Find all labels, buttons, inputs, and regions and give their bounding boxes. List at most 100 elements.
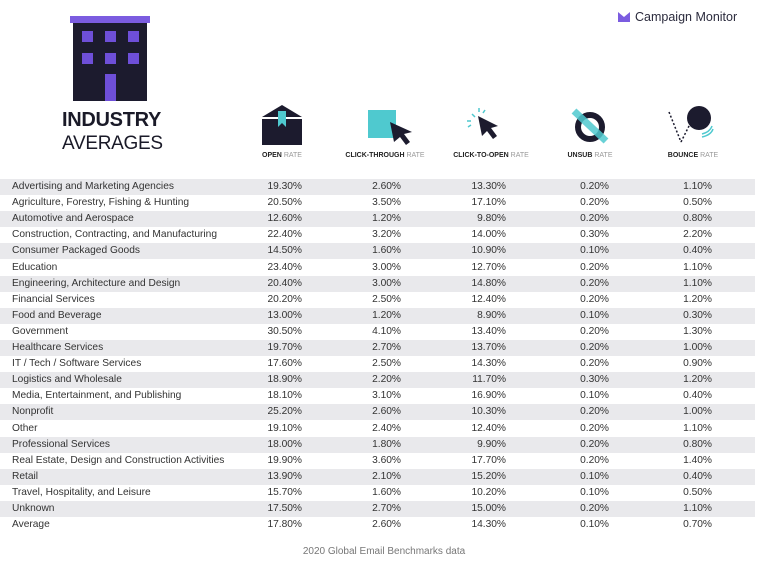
industry-name: Agriculture, Forestry, Fishing & Hunting: [12, 197, 190, 209]
column-header-click-through-rate: CLICK-THROUGH RATE: [345, 152, 424, 159]
table-row: Government 30.50% 4.10% 13.40% 0.20% 1.30%: [0, 324, 755, 340]
click-through-rate-value: 3.60%: [372, 454, 401, 466]
unsub-rate-value: 0.10%: [580, 519, 609, 531]
table-row: Construction, Contracting, and Manufactu…: [0, 227, 755, 243]
unsub-rate-value: 0.20%: [580, 358, 609, 370]
unsub-rate-value: 0.20%: [580, 277, 609, 289]
open-rate-value: 13.90%: [267, 470, 302, 482]
table-row: Professional Services 18.00% 1.80% 9.90% 0.2…: [0, 436, 755, 453]
click-to-open-rate-value: 17.10%: [471, 197, 506, 209]
click-to-open-rate-value: 13.40%: [471, 325, 506, 337]
unsub-rate-value: 0.10%: [580, 309, 609, 321]
industry-name: Real Estate, Design and Construction Act…: [12, 454, 225, 466]
column-header-bounce-rate: BOUNCE RATE: [668, 152, 718, 159]
click-through-rate-value: 3.10%: [372, 390, 401, 402]
bounce-rate-value: 0.80%: [683, 438, 712, 450]
click-to-open-rate-value: 12.40%: [471, 422, 506, 434]
table-row: Travel, Hospitality, and Leisure 15.70% 1.…: [0, 485, 755, 501]
click-to-open-rate-value: 15.20%: [471, 470, 506, 482]
open-rate-value: 19.70%: [267, 342, 302, 353]
bounce-rate-value: 1.00%: [683, 406, 712, 418]
industry-name: Nonprofit: [12, 406, 54, 418]
page-title-line2: AVERAGES: [62, 133, 163, 154]
click-to-open-rate-value: 9.80%: [477, 213, 506, 225]
unsub-rate-value: 0.20%: [580, 454, 609, 466]
open-rate-value: 19.10%: [267, 422, 302, 434]
bounce-rate-value: 1.10%: [683, 261, 712, 273]
click-through-rate-value: 1.60%: [372, 245, 401, 257]
click-to-open-rate-value: 14.30%: [471, 519, 506, 531]
table-row: Real Estate, Design and Construction Act…: [0, 453, 755, 469]
open-rate-value: 15.70%: [267, 486, 302, 498]
click-to-open-rate-value: 16.90%: [471, 390, 506, 402]
unsub-rate-value: 0.10%: [580, 245, 609, 257]
table-row: Healthcare Services 19.70% 2.70% 13.70% 0.20…: [0, 340, 755, 357]
open-rate-value: 30.50%: [267, 325, 302, 337]
bounce-rate-value: 1.20%: [683, 293, 712, 305]
unsub-rate-value: 0.20%: [580, 438, 609, 450]
click-to-open-rate-value: 14.80%: [471, 277, 506, 289]
open-rate-value: 20.20%: [267, 293, 302, 305]
table-row: Agriculture, Forestry, Fishing & Hunting…: [0, 195, 755, 211]
table-row: Education 23.40% 3.00% 12.70% 0.20% 1.10%: [0, 260, 755, 276]
open-rate-value: 18.10%: [267, 390, 302, 402]
unsub-rate-value: 0.30%: [580, 229, 609, 241]
bounce-rate-value: 1.10%: [683, 422, 712, 434]
brand-name: Campaign Monitor: [635, 10, 738, 24]
unsubscribe-icon: [571, 108, 609, 144]
click-through-rate-value: 1.80%: [372, 438, 401, 450]
table-row: Automotive and Aerospace 12.60% 1.20% 9.80%…: [0, 211, 755, 228]
bounce-rate-value: 0.50%: [683, 197, 712, 209]
click-through-rate-value: 1.20%: [372, 309, 401, 321]
table-row: Financial Services 20.20% 2.50% 12.40% 0.20%…: [0, 292, 755, 308]
table-row: Nonprofit 25.20% 2.60% 10.30% 0.20% 1.00%: [0, 404, 755, 421]
industry-name: Professional Services: [12, 438, 110, 450]
column-header-bold: OPEN: [262, 152, 282, 159]
bounce-rate-value: 0.30%: [683, 309, 712, 321]
unsub-rate-value: 0.20%: [580, 325, 609, 337]
page-title-line1: INDUSTRY: [62, 109, 162, 131]
column-header-open-rate: OPEN RATE: [262, 152, 302, 159]
industry-name: Advertising and Marketing Agencies: [12, 181, 174, 192]
bounce-rate-value: 1.10%: [683, 277, 712, 289]
click-through-rate-value: 2.40%: [372, 422, 401, 434]
click-through-rate-value: 2.50%: [372, 293, 401, 305]
bounce-rate-value: 1.30%: [683, 325, 712, 337]
click-through-rate-value: 3.00%: [372, 261, 401, 273]
industry-name: Engineering, Architecture and Design: [12, 277, 181, 289]
campaign-monitor-logo-icon: [618, 12, 630, 22]
table-row: Unknown 17.50% 2.70% 15.00% 0.20% 1.10%: [0, 501, 755, 518]
table-row: Consumer Packaged Goods 14.50% 1.60% 10.90%…: [0, 243, 755, 260]
click-to-open-rate-value: 11.70%: [472, 374, 506, 386]
click-through-rate-value: 3.50%: [372, 197, 401, 209]
column-header-light: RATE: [510, 152, 529, 159]
bounce-rate-value: 0.40%: [683, 470, 712, 482]
industry-name: Retail: [12, 470, 39, 482]
industry-name: Logistics and Wholesale: [12, 374, 122, 386]
table-row: IT / Tech / Software Services 17.60% 2.50%…: [0, 356, 755, 372]
unsub-rate-value: 0.20%: [580, 293, 609, 305]
click-to-open-rate-value: 10.20%: [471, 486, 506, 498]
click-through-rate-value: 2.50%: [372, 358, 401, 370]
bounce-rate-value: 1.10%: [683, 503, 712, 514]
table-row: Engineering, Architecture and Design 20.4…: [0, 275, 755, 292]
bounce-ball-icon: [668, 106, 714, 143]
unsub-rate-value: 0.20%: [580, 406, 609, 418]
industry-name: Other: [12, 422, 38, 434]
unsub-rate-value: 0.20%: [580, 181, 609, 192]
bounce-rate-value: 0.80%: [683, 213, 712, 225]
click-through-icon: [368, 110, 412, 145]
bounce-rate-value: 0.70%: [683, 519, 712, 531]
click-to-open-rate-value: 13.70%: [471, 342, 506, 353]
open-rate-value: 20.40%: [267, 277, 302, 289]
column-header-bold: CLICK-THROUGH: [345, 152, 405, 159]
column-header-bold: CLICK-TO-OPEN: [453, 152, 509, 159]
open-rate-value: 22.40%: [267, 229, 302, 241]
column-header-light: RATE: [594, 152, 613, 159]
click-through-rate-value: 3.20%: [372, 229, 401, 241]
unsub-rate-value: 0.10%: [580, 486, 609, 498]
industry-name: Education: [12, 261, 58, 273]
click-through-rate-value: 2.70%: [372, 342, 401, 353]
click-through-rate-value: 2.60%: [372, 181, 401, 192]
unsub-rate-value: 0.30%: [580, 374, 609, 386]
